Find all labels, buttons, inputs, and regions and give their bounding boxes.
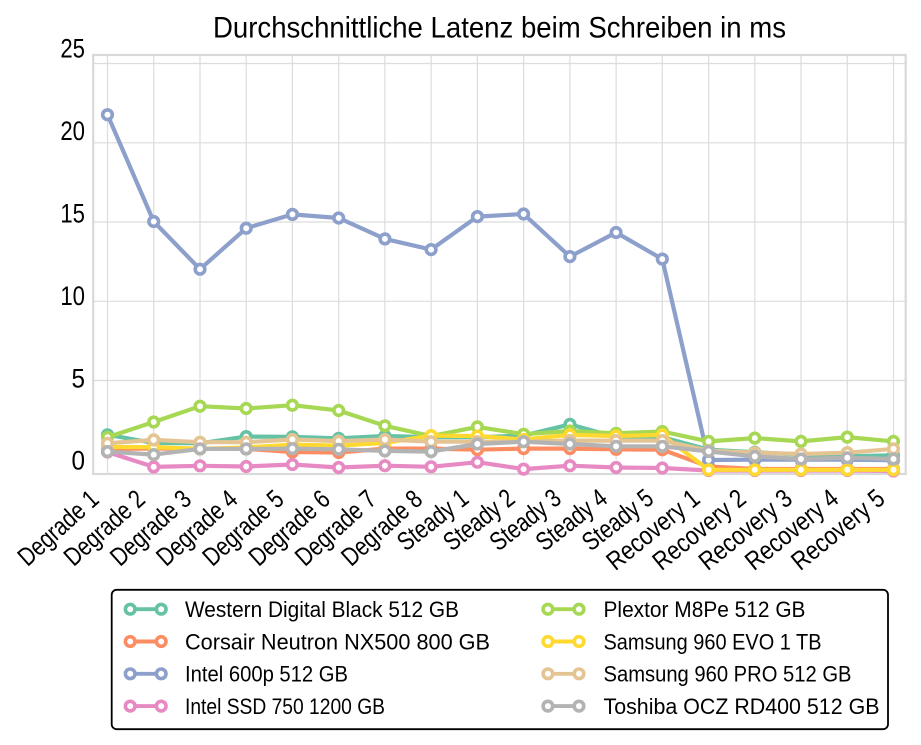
svg-text:Toshiba OCZ RD400 512 GB: Toshiba OCZ RD400 512 GB: [604, 694, 880, 719]
svg-text:Intel 600p 512 GB: Intel 600p 512 GB: [185, 662, 348, 687]
svg-text:15: 15: [60, 199, 85, 229]
svg-text:5: 5: [72, 363, 86, 393]
svg-text:Western Digital Black 512 GB: Western Digital Black 512 GB: [185, 597, 459, 622]
svg-text:0: 0: [72, 446, 86, 476]
svg-text:20: 20: [60, 116, 85, 146]
svg-text:Samsung 960 PRO 512 GB: Samsung 960 PRO 512 GB: [604, 662, 852, 687]
svg-text:10: 10: [60, 281, 85, 311]
svg-text:Samsung 960 EVO 1 TB: Samsung 960 EVO 1 TB: [604, 629, 822, 654]
svg-text:Plextor M8Pe 512 GB: Plextor M8Pe 512 GB: [604, 597, 806, 622]
svg-text:Intel SSD 750 1200 GB: Intel SSD 750 1200 GB: [185, 694, 385, 719]
svg-text:Durchschnittliche Latenz beim: Durchschnittliche Latenz beim Schreiben …: [213, 12, 786, 45]
svg-text:25: 25: [60, 34, 85, 64]
svg-text:Corsair Neutron NX500 800 GB: Corsair Neutron NX500 800 GB: [185, 629, 490, 654]
